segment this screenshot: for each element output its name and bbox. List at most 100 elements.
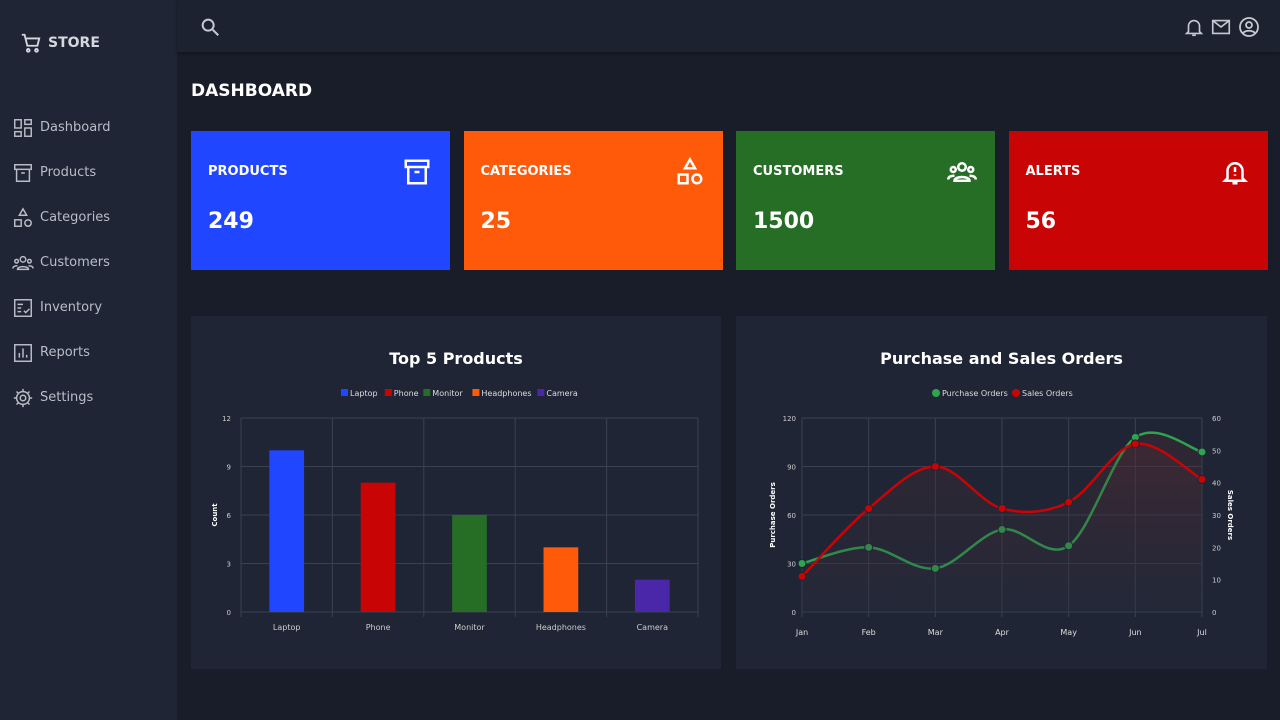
- bar-monitor[interactable]: [452, 515, 487, 612]
- bar-camera[interactable]: [634, 579, 670, 612]
- stat-card-categories[interactable]: CATEGORIES 25: [463, 131, 723, 270]
- stat-card-alerts[interactable]: ALERTS 56: [1008, 131, 1268, 270]
- sidebar-item-settings[interactable]: Settings: [12, 375, 111, 420]
- shapes-icon: [14, 206, 32, 227]
- brand[interactable]: STORE: [20, 32, 100, 54]
- sidebar-item-label: Inventory: [40, 300, 103, 315]
- x-tick-label: Camera: [637, 623, 668, 632]
- card-label: ALERTS: [1025, 164, 1081, 179]
- legend-label[interactable]: Purchase Orders: [942, 389, 1008, 398]
- card-value: 249: [208, 209, 254, 234]
- sidebar-item-label: Customers: [40, 255, 110, 270]
- bell-icon[interactable]: [1183, 16, 1205, 38]
- top-products-panel: Top 5 Products 0 3 6 9 12 Count Laptop Laptop Ph…: [191, 316, 721, 669]
- sidebar-item-products[interactable]: Products: [12, 150, 111, 195]
- brand-name: STORE: [48, 35, 100, 51]
- y2-tick-label: 20: [1212, 544, 1221, 552]
- search-icon[interactable]: [199, 16, 221, 38]
- data-point[interactable]: [1197, 447, 1207, 457]
- y2-tick-label: 30: [1212, 512, 1221, 520]
- x-tick-label: Feb: [862, 628, 876, 637]
- legend-swatch: [1012, 389, 1020, 397]
- top-bar: [177, 0, 1280, 52]
- people-icon: [947, 162, 977, 182]
- x-tick-label: Jul: [1196, 628, 1207, 637]
- orders-panel: Purchase and Sales Orders 0 30 60 90 120 0 10 2…: [736, 316, 1267, 669]
- sidebar-item-reports[interactable]: Reports: [12, 330, 111, 375]
- sidebar-item-customers[interactable]: Customers: [12, 240, 111, 285]
- y-tick-label: 60: [787, 512, 796, 520]
- x-tick-label: May: [1060, 628, 1077, 637]
- y-tick-label: 0: [792, 609, 796, 617]
- legend-swatch: [537, 389, 545, 396]
- y-axis-label: Count: [211, 503, 219, 527]
- series-area: [802, 443, 1202, 612]
- y2-tick-label: 60: [1212, 415, 1221, 423]
- data-point[interactable]: [797, 559, 807, 568]
- x-tick-label: Phone: [366, 623, 391, 632]
- sidebar-item-label: Settings: [40, 390, 94, 405]
- y-tick-label: 12: [222, 415, 231, 423]
- gear-icon: [13, 388, 33, 407]
- x-tick-label: Laptop: [273, 623, 301, 632]
- y-tick-label: 9: [227, 464, 231, 472]
- data-point[interactable]: [1197, 474, 1207, 484]
- legend-label[interactable]: Phone: [394, 389, 419, 398]
- legend-label[interactable]: Monitor: [432, 389, 463, 398]
- y2-axis-label: Sales Orders: [1226, 490, 1234, 540]
- data-point[interactable]: [997, 504, 1007, 514]
- card-value: 56: [1025, 209, 1057, 234]
- y-axis-label: Purchase Orders: [769, 482, 777, 548]
- y2-tick-label: 50: [1212, 447, 1221, 455]
- data-point[interactable]: [1130, 439, 1140, 449]
- legend-label[interactable]: Headphones: [481, 389, 531, 398]
- data-point[interactable]: [930, 462, 940, 471]
- sidebar-item-label: Reports: [40, 345, 90, 360]
- sidebar-item-label: Dashboard: [40, 120, 111, 135]
- sidebar-item-categories[interactable]: Categories: [12, 195, 111, 240]
- x-tick-label: Apr: [995, 628, 1010, 637]
- legend-label[interactable]: Sales Orders: [1022, 389, 1073, 398]
- card-value: 1500: [753, 209, 815, 234]
- stat-card-products[interactable]: PRODUCTS 249: [191, 131, 450, 270]
- account-icon[interactable]: [1237, 15, 1261, 39]
- people-icon: [12, 255, 34, 270]
- card-label: CATEGORIES: [480, 164, 572, 179]
- legend-swatch: [472, 389, 480, 396]
- y-tick-label: 0: [227, 609, 231, 617]
- legend-label[interactable]: Camera: [546, 389, 577, 398]
- y-tick-label: 30: [787, 561, 796, 569]
- legend-swatch: [932, 389, 940, 397]
- cart-icon: [21, 33, 41, 53]
- card-label: PRODUCTS: [208, 164, 288, 179]
- data-point[interactable]: [864, 504, 874, 514]
- card-value: 25: [480, 209, 512, 234]
- stat-card-customers[interactable]: CUSTOMERS 1500: [736, 131, 995, 270]
- bar-laptop[interactable]: [269, 450, 305, 612]
- bar-chart: 0 3 6 9 12 Count Laptop Laptop Phone Phone Monitor…: [211, 389, 699, 632]
- shapes-icon: [677, 157, 702, 185]
- y2-tick-label: 10: [1212, 577, 1221, 585]
- bar-chart-icon: [14, 343, 32, 362]
- x-tick-label: Mar: [928, 628, 944, 637]
- legend-label[interactable]: Laptop: [350, 389, 378, 398]
- y2-tick-label: 40: [1212, 480, 1221, 488]
- mail-icon[interactable]: [1210, 16, 1232, 38]
- data-point[interactable]: [1064, 497, 1074, 507]
- sidebar-item-inventory[interactable]: Inventory: [12, 285, 111, 330]
- bar-phone[interactable]: [360, 482, 396, 612]
- archive-icon: [14, 163, 32, 182]
- legend-swatch: [423, 389, 431, 396]
- y-tick-label: 3: [227, 561, 231, 569]
- bar-headphones[interactable]: [543, 547, 579, 612]
- y-tick-label: 120: [783, 415, 796, 423]
- sidebar-item-dashboard[interactable]: Dashboard: [12, 105, 111, 150]
- y2-tick-label: 0: [1212, 609, 1216, 617]
- x-tick-label: Jun: [1128, 628, 1142, 637]
- sidebar-item-label: Categories: [40, 210, 111, 225]
- chart-title: Top 5 Products: [389, 349, 523, 368]
- x-tick-label: Monitor: [454, 623, 485, 632]
- data-point[interactable]: [797, 571, 807, 581]
- sidebar-nav: Dashboard Products Categories Customers Inve…: [12, 105, 111, 420]
- legend-swatch: [384, 389, 392, 396]
